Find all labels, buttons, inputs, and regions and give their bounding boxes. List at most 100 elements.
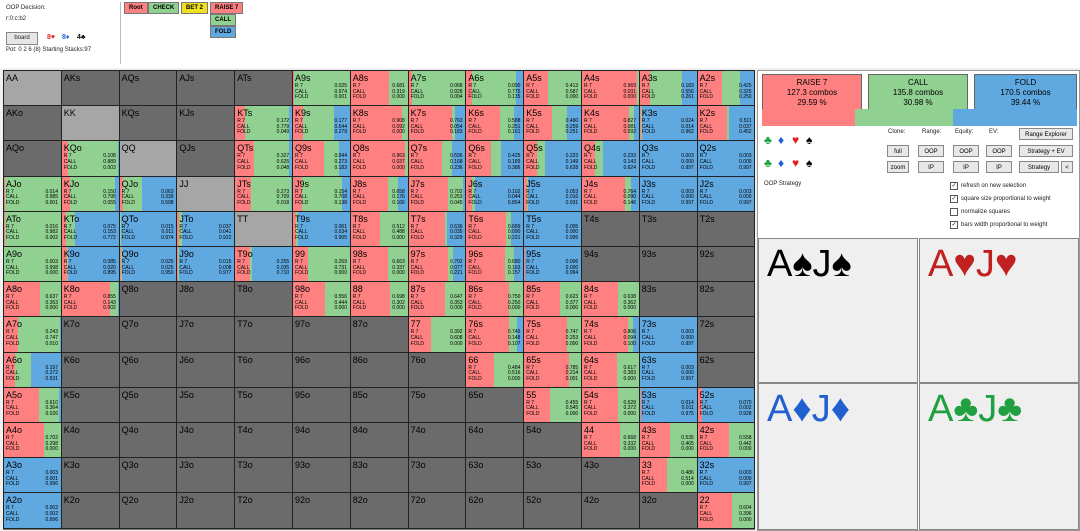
range-ip-button[interactable]: IP [918,161,944,173]
hand-cell-A8o[interactable]: R 7 0.637 CALL 0.363 FOLD 0.000 A8o [3,281,62,318]
hand-cell-J2o[interactable]: J2o [176,492,236,529]
hand-cell-KTs[interactable]: R 7 0.172 CALL 0.779 FOLD 0.049 KTs [234,105,293,142]
hand-cell-A6o[interactable]: R 7 0.197 CALL 0.272 FOLD 0.531 A6o [3,351,62,388]
checkbox-icon[interactable]: ✓ [950,182,958,190]
hand-cell-QJo[interactable]: R 7 0.063 CALL 0.339 FOLD 0.598 QJo [118,175,178,212]
hand-cell-J3s[interactable]: R 7 0.003 CALL 0.000 FOLD 0.997 J3s [638,175,698,212]
hand-cell-94o[interactable]: 94o [292,422,351,459]
action-node-call[interactable]: CALL [210,14,236,26]
hand-cell-K4o[interactable]: K4o [60,422,120,459]
hand-cell-42s[interactable]: R 7 0.558 CALL 0.442 FOLD 0.000 42s [696,422,756,459]
hand-cell-32s[interactable]: R 7 0.003 CALL 0.000 FOLD 0.997 32s [696,457,756,494]
range-explorer-button[interactable]: Range Explorer [1019,128,1073,140]
hand-cell-T3o[interactable]: T3o [234,457,293,494]
hand-cell-K6o[interactable]: K6o [60,351,120,388]
hand-cell-63o[interactable]: 63o [465,457,525,494]
diamond-icon[interactable]: ♦ [778,133,785,147]
hand-cell-A5s[interactable]: R 7 0.413 CALL 0.587 FOLD 0.000 A5s [523,70,582,107]
hand-cell-T2s[interactable]: T2s [696,210,756,247]
hand-cell-65s[interactable]: R 7 0.785 CALL 0.214 FOLD 0.001 65s [523,351,582,388]
hand-cell-K2s[interactable]: R 7 0.511 CALL 0.037 FOLD 0.452 K2s [696,105,756,142]
action-node-root[interactable]: Root [124,2,148,14]
hand-cell-Q3o[interactable]: Q3o [118,457,178,494]
hand-cell-Q9o[interactable]: R 7 0.025 CALL 0.025 FOLD 0.950 Q9o [118,246,178,283]
action-node-fold[interactable]: FOLD [210,26,237,38]
hand-cell-44[interactable]: R 7 0.668 CALL 0.332 FOLD 0.000 44 [581,422,640,459]
hand-cell-J9s[interactable]: R 7 0.154 CALL 0.708 FOLD 0.138 J9s [292,175,351,212]
hand-cell-72o[interactable]: 72o [407,492,467,529]
hand-cell-32o[interactable]: 32o [638,492,698,529]
hand-cell-86o[interactable]: 86o [349,351,409,388]
hand-cell-98s[interactable]: R 7 0.663 CALL 0.337 FOLD 0.000 98s [349,246,409,283]
hand-cell-ATs[interactable]: ATs [234,70,293,107]
hand-cell-JTo[interactable]: R 7 0.037 CALL 0.041 FOLD 0.922 JTo [176,210,236,247]
zoom-button[interactable]: zoom [887,161,909,173]
hand-cell-63s[interactable]: R 7 0.003 CALL 0.000 FOLD 0.997 63s [638,351,698,388]
hand-cell-77[interactable]: R 7 0.392 CALL 0.608 FOLD 0.000 77 [407,316,467,353]
checkbox-icon[interactable]: ✓ [950,195,958,203]
hand-cell-Q4s[interactable]: R 7 0.233 CALL 0.143 FOLD 0.624 Q4s [581,140,640,177]
hand-cell-73o[interactable]: 73o [407,457,467,494]
hand-cell-43s[interactable]: R 7 0.535 CALL 0.465 FOLD 0.000 43s [638,422,698,459]
hand-cell-J3o[interactable]: J3o [176,457,236,494]
equity-ip-button[interactable]: IP [953,161,979,173]
hand-cell-A4o[interactable]: R 7 0.702 CALL 0.298 FOLD 0.000 A4o [3,422,62,459]
hand-cell-84o[interactable]: 84o [349,422,409,459]
hand-cell-65o[interactable]: 65o [465,386,525,423]
hand-cell-T8o[interactable]: T8o [234,281,293,318]
hand-cell-KQo[interactable]: R 7 0.108 CALL 0.889 FOLD 0.003 KQo [60,140,120,177]
hand-cell-J5s[interactable]: R 7 0.053 CALL 0.016 FOLD 0.931 J5s [523,175,582,212]
full-button[interactable]: full [887,145,909,157]
hand-cell-64s[interactable]: R 7 0.617 CALL 0.383 FOLD 0.000 64s [581,351,640,388]
hand-cell-Q6o[interactable]: Q6o [118,351,178,388]
hand-cell-53o[interactable]: 53o [523,457,582,494]
hand-cell-K8s[interactable]: R 7 0.908 CALL 0.092 FOLD 0.000 K8s [349,105,409,142]
hand-cell-96s[interactable]: R 7 0.680 CALL 0.163 FOLD 0.157 96s [465,246,525,283]
hand-cell-KK[interactable]: KK [60,105,120,142]
hand-cell-A9o[interactable]: R 7 0.003 CALL 0.998 FOLD 0.000 A9o [3,246,62,283]
hand-cell-A6s[interactable]: R 7 0.090 CALL 0.775 FOLD 0.135 A6s [465,70,525,107]
hand-cell-K2o[interactable]: K2o [60,492,120,529]
hand-cell-76s[interactable]: R 7 0.745 CALL 0.148 FOLD 0.107 76s [465,316,525,353]
hand-cell-T6o[interactable]: T6o [234,351,293,388]
hand-cell-98o[interactable]: R 7 0.556 CALL 0.444 FOLD 0.000 98o [292,281,351,318]
strategy-ev-button[interactable]: Strategy + EV [1019,145,1073,157]
spade-icon[interactable]: ♠ [806,133,813,147]
action-node-check[interactable]: CHECK [148,2,180,14]
hand-cell-84s[interactable]: R 7 0.638 CALL 0.362 FOLD 0.000 84s [581,281,640,318]
hand-cell-A9s[interactable]: R 7 0.025 CALL 0.974 FOLD 0.001 A9s [292,70,351,107]
hand-cell-85o[interactable]: 85o [349,386,409,423]
hand-cell-94s[interactable]: 94s [581,246,640,283]
hand-cell-82o[interactable]: 82o [349,492,409,529]
hand-cell-AQs[interactable]: AQs [118,70,178,107]
hand-cell-Q7s[interactable]: R 7 0.596 CALL 0.168 FOLD 0.236 Q7s [407,140,467,177]
hand-cell-53s[interactable]: R 7 0.014 CALL 0.011 FOLD 0.975 53s [638,386,698,423]
hand-cell-83s[interactable]: 83s [638,281,698,318]
board-button[interactable]: board [6,32,38,45]
option-checkbox-2[interactable]: normalize squares [950,208,1010,216]
hand-cell-KTo[interactable]: R 7 0.075 CALL 0.153 FOLD 0.772 KTo [60,210,120,247]
hand-cell-J2s[interactable]: R 7 0.003 CALL 0.000 FOLD 0.997 J2s [696,175,756,212]
diamond-icon-2[interactable]: ♦ [778,156,785,170]
hand-cell-92s[interactable]: 92s [696,246,756,283]
hand-cell-A2o[interactable]: R 7 0.002 CALL 0.002 FOLD 0.996 A2o [3,492,62,529]
hand-cell-99[interactable]: R 7 0.269 CALL 0.731 FOLD 0.000 99 [292,246,351,283]
hand-cell-T2o[interactable]: T2o [234,492,293,529]
hand-cell-87o[interactable]: 87o [349,316,409,353]
hand-cell-T5s[interactable]: R 7 0.005 CALL 0.000 FOLD 0.995 T5s [523,210,582,247]
hand-cell-AQo[interactable]: AQo [3,140,62,177]
hand-cell-Q7o[interactable]: Q7o [118,316,178,353]
hand-cell-K3o[interactable]: K3o [60,457,120,494]
hand-cell-97s[interactable]: R 7 0.702 CALL 0.077 FOLD 0.221 97s [407,246,467,283]
ev-ip-button[interactable]: IP [986,161,1012,173]
hand-cell-T9s[interactable]: R 7 0.061 CALL 0.034 FOLD 0.905 T9s [292,210,351,247]
club-icon[interactable]: ♣ [764,133,772,147]
hand-cell-A2s[interactable]: R 7 0.425 CALL 0.325 FOLD 0.250 A2s [696,70,756,107]
club-icon-2[interactable]: ♣ [764,156,772,170]
hand-cell-97o[interactable]: 97o [292,316,351,353]
hand-cell-43o[interactable]: 43o [581,457,640,494]
hand-cell-J6s[interactable]: R 7 0.102 CALL 0.044 FOLD 0.854 J6s [465,175,525,212]
combo-2[interactable]: A♦J♦ [758,383,918,530]
hand-cell-54o[interactable]: 54o [523,422,582,459]
hand-cell-52o[interactable]: 52o [523,492,582,529]
